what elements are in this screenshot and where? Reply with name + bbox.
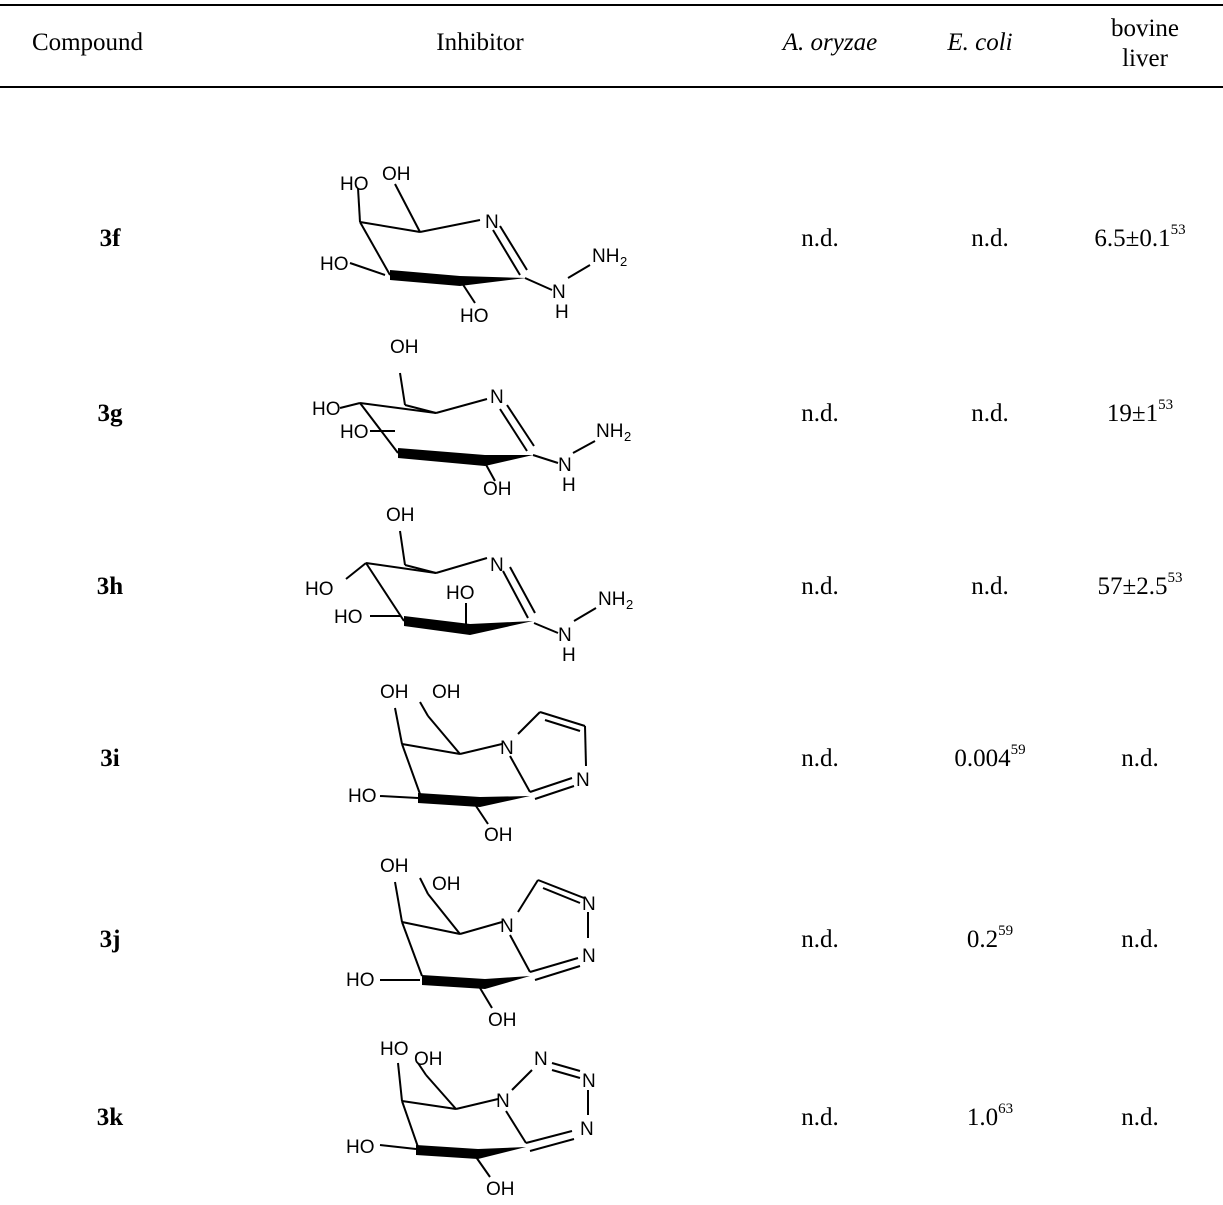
- compound-label: 3j: [99, 926, 121, 953]
- header-bottom-rule: [0, 86, 1223, 88]
- svg-text:2: 2: [620, 254, 627, 269]
- header-inhibitor: Inhibitor: [436, 29, 524, 56]
- a-oryzae-value: n.d.: [801, 400, 839, 427]
- a-oryzae-value: n.d.: [801, 225, 839, 252]
- svg-text:N: N: [582, 894, 596, 915]
- e-coli-value: 0.259: [966, 922, 1014, 953]
- svg-text:N: N: [496, 1091, 510, 1112]
- svg-text:HO: HO: [380, 1039, 409, 1060]
- e-coli-value: n.d.: [971, 400, 1009, 427]
- header-e-coli: E. coli: [947, 29, 1013, 56]
- svg-text:HO: HO: [334, 607, 363, 628]
- svg-text:OH: OH: [414, 1049, 443, 1070]
- svg-text:HO: HO: [346, 970, 375, 991]
- bovine-liver-value: n.d.: [1121, 926, 1159, 953]
- svg-text:N: N: [500, 916, 514, 937]
- svg-text:N: N: [582, 1071, 596, 1092]
- svg-text:H: H: [562, 475, 576, 496]
- a-oryzae-value: n.d.: [801, 926, 839, 953]
- svg-text:OH: OH: [382, 164, 411, 185]
- compound-label: 3g: [97, 400, 123, 427]
- svg-text:HO: HO: [348, 786, 377, 807]
- svg-text:HO: HO: [340, 422, 369, 443]
- svg-text:N: N: [485, 212, 499, 233]
- svg-text:HO: HO: [305, 579, 334, 600]
- svg-text:OH: OH: [432, 874, 461, 895]
- svg-text:H: H: [555, 302, 569, 323]
- svg-text:N: N: [558, 625, 572, 646]
- header-compound: Compound: [31, 29, 144, 56]
- svg-text:NH: NH: [596, 421, 623, 442]
- structure-3j: OH OH N N N HO OH: [346, 856, 596, 1031]
- svg-text:N: N: [558, 455, 572, 476]
- svg-text:OH: OH: [483, 479, 512, 500]
- svg-text:NH: NH: [592, 246, 619, 267]
- a-oryzae-value: n.d.: [801, 745, 839, 772]
- structure-3h: OH N HO HO HO N H NH 2: [305, 505, 633, 666]
- svg-text:OH: OH: [380, 856, 409, 877]
- svg-text:OH: OH: [390, 337, 419, 358]
- svg-text:N: N: [582, 946, 596, 967]
- header-bovine-liver: bovine liver: [1110, 15, 1180, 72]
- svg-text:HO: HO: [312, 399, 341, 420]
- svg-text:OH: OH: [486, 1179, 515, 1200]
- bovine-liver-value: n.d.: [1121, 1104, 1159, 1131]
- structure-3i: OH OH N N HO OH: [348, 682, 590, 846]
- svg-text:OH: OH: [380, 682, 409, 703]
- svg-text:OH: OH: [488, 1010, 517, 1031]
- bovine-liver-value: n.d.: [1121, 745, 1159, 772]
- compound-label: 3k: [96, 1104, 124, 1131]
- svg-text:H: H: [562, 645, 576, 666]
- svg-text:OH: OH: [386, 505, 415, 526]
- svg-text:N: N: [534, 1049, 548, 1070]
- svg-text:N: N: [490, 555, 504, 576]
- svg-text:N: N: [552, 282, 566, 303]
- svg-text:2: 2: [626, 597, 633, 612]
- compound-label: 3i: [100, 745, 120, 772]
- svg-text:HO: HO: [346, 1137, 375, 1158]
- bovine-liver-value: 19±153: [1106, 396, 1174, 427]
- a-oryzae-value: n.d.: [801, 573, 839, 600]
- svg-text:HO: HO: [460, 306, 489, 327]
- svg-text:HO: HO: [320, 254, 349, 275]
- svg-text:N: N: [580, 1119, 594, 1140]
- compound-label: 3f: [99, 225, 121, 252]
- svg-text:2: 2: [624, 429, 631, 444]
- svg-text:OH: OH: [432, 682, 461, 703]
- svg-text:NH: NH: [598, 589, 625, 610]
- bovine-liver-value: 57±2.553: [1097, 569, 1183, 600]
- svg-text:N: N: [490, 387, 504, 408]
- svg-text:N: N: [500, 738, 514, 759]
- svg-text:HO: HO: [446, 583, 475, 604]
- svg-text:N: N: [576, 770, 590, 791]
- compound-label: 3h: [96, 573, 124, 600]
- a-oryzae-value: n.d.: [801, 1104, 839, 1131]
- svg-text:HO: HO: [340, 174, 369, 195]
- e-coli-value: 1.063: [966, 1100, 1014, 1131]
- structure-3g: OH N HO HO N H NH 2 OH: [312, 337, 631, 500]
- table-top-rule: [0, 4, 1223, 6]
- e-coli-value: n.d.: [971, 573, 1009, 600]
- e-coli-value: 0.00459: [954, 741, 1026, 772]
- e-coli-value: n.d.: [971, 225, 1009, 252]
- bovine-liver-value: 6.5±0.153: [1094, 221, 1186, 252]
- structure-3f: HO OH N HO N H NH 2 HO: [320, 164, 627, 327]
- structure-3k: HO OH N N N N HO OH: [346, 1039, 596, 1200]
- header-a-oryzae: A. oryzae: [782, 29, 878, 56]
- svg-text:OH: OH: [484, 825, 513, 846]
